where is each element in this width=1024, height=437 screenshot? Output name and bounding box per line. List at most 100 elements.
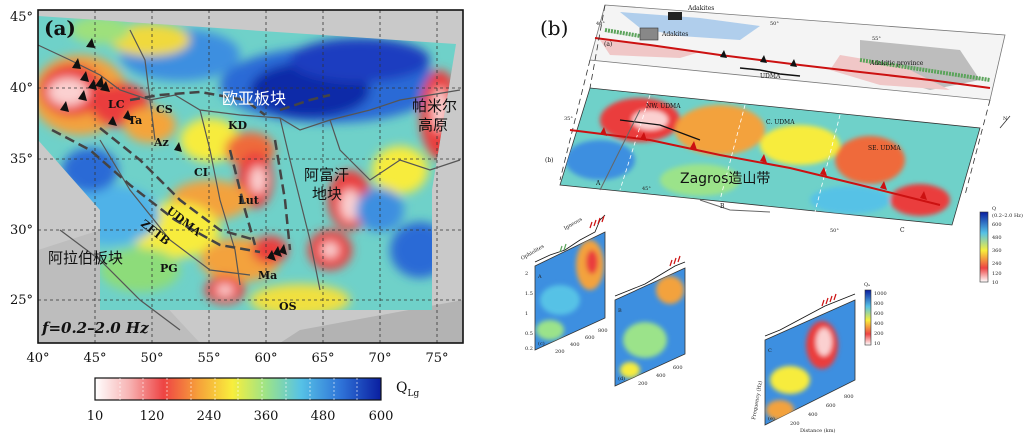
svg-text:Qₐ: Qₐ xyxy=(864,282,870,288)
panel-b-label: (b) xyxy=(540,16,568,40)
colorbar-ramp xyxy=(94,377,382,401)
svg-text:60°: 60° xyxy=(254,351,277,366)
label-pg: PG xyxy=(160,262,178,275)
svg-text:Q: Q xyxy=(992,206,996,212)
cb-tick-120: 120 xyxy=(140,409,165,424)
projection-lines xyxy=(559,4,991,196)
svg-text:10: 10 xyxy=(992,280,998,286)
cb-tick-600: 600 xyxy=(369,409,394,424)
adakitic-province: Adakitic province xyxy=(869,60,924,67)
svg-text:240: 240 xyxy=(992,261,1002,267)
label-pamir-2: 高原 xyxy=(418,116,448,134)
sea-relief xyxy=(280,300,463,343)
volcano-markers xyxy=(60,38,287,261)
frequency-axis-label: Frequency (Hz) xyxy=(750,380,764,420)
north-arrow: N xyxy=(1003,116,1008,122)
panel-a: (a) f=0.2–2.0 Hz LC Ta CS Az KD CI UDMA … xyxy=(10,9,464,424)
svg-text:400: 400 xyxy=(570,342,580,348)
svg-text:B: B xyxy=(618,308,622,314)
svg-text:(e): (e) xyxy=(768,415,775,422)
nw-udma: NW. UDMA xyxy=(646,103,681,110)
profile-c: Ophiolites Igneous A (c) 200 400 600 800… xyxy=(520,214,608,355)
svg-text:40°: 40° xyxy=(596,21,605,27)
label-ta: Ta xyxy=(128,114,142,127)
svg-text:800: 800 xyxy=(598,328,608,334)
svg-text:50°: 50° xyxy=(830,228,839,234)
svg-text:600: 600 xyxy=(673,365,683,371)
svg-text:45°: 45° xyxy=(83,351,106,366)
profile-d: B (d) 200 400 600 xyxy=(614,255,686,387)
svg-text:600: 600 xyxy=(585,335,595,341)
svg-text:120: 120 xyxy=(992,271,1002,277)
strip-sub-label: (b) xyxy=(545,157,554,164)
svg-text:1.5: 1.5 xyxy=(525,291,533,297)
label-arabian-plate: 阿拉伯板块 xyxy=(48,249,123,267)
label-afghan-2: 地块 xyxy=(312,185,342,203)
igneous-label: Igneous xyxy=(563,216,584,231)
svg-text:400: 400 xyxy=(808,412,818,418)
distance-axis-label: Distance (km) xyxy=(800,427,835,434)
svg-text:1: 1 xyxy=(525,311,528,317)
svg-text:400: 400 xyxy=(656,373,666,379)
svg-text:480: 480 xyxy=(992,235,1002,241)
svg-text:25°: 25° xyxy=(10,293,33,308)
svg-text:40°: 40° xyxy=(26,351,49,366)
point-b: B xyxy=(720,203,725,210)
udma-top: UDMA xyxy=(760,73,781,80)
svg-text:45°: 45° xyxy=(10,10,33,25)
map-frame xyxy=(37,9,464,344)
svg-text:0.5: 0.5 xyxy=(525,331,533,337)
svg-text:30°: 30° xyxy=(10,223,33,238)
cb-tick-10: 10 xyxy=(87,409,104,424)
point-a: A xyxy=(595,180,601,187)
adakites-top: Adakites xyxy=(687,5,714,12)
latitude-ticks: 45° 40° 35° 30° 25° xyxy=(10,10,33,308)
colorbar: 10 120 240 360 480 600 QLg xyxy=(87,377,419,424)
svg-text:70°: 70° xyxy=(368,351,391,366)
svg-text:50°: 50° xyxy=(770,21,779,27)
q-tomography-field xyxy=(38,16,456,310)
label-eurasian-plate: 欧亚板块 xyxy=(222,89,286,108)
geology-sheet: (a) Adakites Adakites UDMA Adakitic prov… xyxy=(589,4,1006,101)
svg-text:200: 200 xyxy=(874,331,884,337)
profile-e: C (e) 200 400 600 800 Distance (km) Freq… xyxy=(750,293,856,434)
svg-text:400: 400 xyxy=(874,321,884,327)
svg-text:35°: 35° xyxy=(564,116,573,122)
svg-text:800: 800 xyxy=(844,394,854,400)
zagros-label: Zagros造山带 xyxy=(680,171,770,187)
panel-b: (b) (a) Adakites Adakites UDMA Adakitic … xyxy=(540,4,1023,286)
frequency-band-label: f=0.2–2.0 Hz xyxy=(41,319,149,337)
longitude-ticks: 40° 45° 50° 55° 60° 65° 70° 75° xyxy=(26,351,448,366)
sheet-sub-label: (a) xyxy=(604,41,612,48)
cb-tick-480: 480 xyxy=(311,409,336,424)
svg-text:50°: 50° xyxy=(140,351,163,366)
svg-text:800: 800 xyxy=(874,301,884,307)
cb-label: QLg xyxy=(396,380,419,399)
region-labels: LC Ta CS Az KD CI UDMA ZFTB Lut PG Ma OS… xyxy=(48,89,457,313)
svg-text:A: A xyxy=(537,274,542,280)
svg-text:2: 2 xyxy=(525,271,528,277)
svg-text:40°: 40° xyxy=(10,81,33,96)
cb-tick-240: 240 xyxy=(197,409,222,424)
label-pamir-1: 帕米尔 xyxy=(412,97,457,115)
label-lut: Lut xyxy=(238,194,260,207)
label-ma: Ma xyxy=(258,269,277,282)
svg-text:1000: 1000 xyxy=(874,291,887,297)
strip-colorbar: Q (0.2–2.0 Hz) 600 480 360 240 120 10 xyxy=(979,206,1023,286)
label-ci: CI xyxy=(194,166,208,179)
svg-text:(c): (c) xyxy=(538,340,545,347)
svg-text:C: C xyxy=(768,348,772,354)
label-az: Az xyxy=(153,136,169,149)
svg-text:75°: 75° xyxy=(425,351,448,366)
panel-a-label: (a) xyxy=(44,16,76,40)
svg-text:(d): (d) xyxy=(618,375,625,382)
svg-text:55°: 55° xyxy=(872,36,881,42)
c-udma: C. UDMA xyxy=(766,119,795,126)
svg-text:200: 200 xyxy=(790,421,800,427)
svg-text:600: 600 xyxy=(826,403,836,409)
label-lc: LC xyxy=(108,98,125,111)
point-c: C xyxy=(900,227,905,234)
svg-text:600: 600 xyxy=(992,222,1002,228)
